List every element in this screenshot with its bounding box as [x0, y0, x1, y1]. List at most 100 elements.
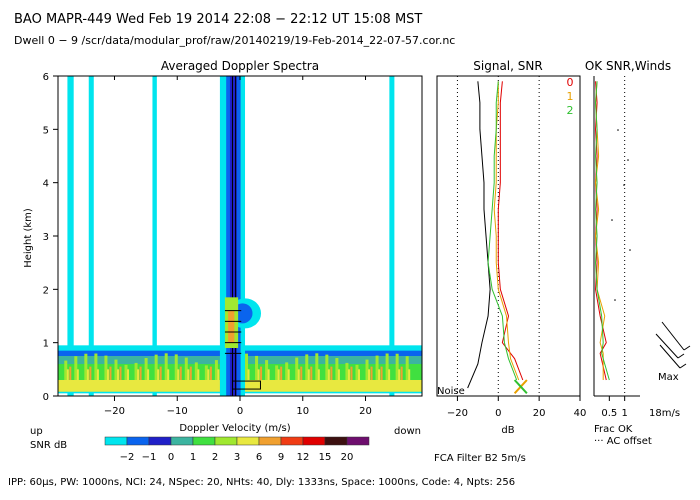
band-blob	[325, 354, 329, 386]
signal-xtick-label: −20	[447, 408, 468, 419]
fca-label: FCA Filter B2 5m/s	[434, 453, 526, 464]
spectra-ytick-label: 5	[43, 125, 49, 136]
band-blob	[184, 357, 188, 386]
wind-dot	[623, 184, 625, 186]
legend-tick-label: 1	[190, 452, 196, 463]
band-blob	[315, 353, 319, 386]
legend-swatch	[324, 436, 348, 446]
wind-dot	[627, 159, 629, 161]
band-blob-yellow	[267, 369, 270, 386]
spectra-xtick-label: 10	[296, 406, 309, 417]
wind-barb-flag	[677, 353, 685, 359]
band-blob-yellow	[378, 369, 381, 386]
band-blob-yellow	[167, 369, 170, 386]
band-blob	[94, 353, 98, 386]
wind-dot	[617, 129, 619, 131]
moment-box	[231, 380, 261, 390]
signal-series-line	[467, 81, 491, 389]
band-blob-yellow	[106, 369, 109, 386]
legend-tick-label: 6	[256, 452, 262, 463]
band-blob	[64, 360, 68, 386]
wind-xtick-label: 0.5	[601, 408, 617, 419]
wind-barb	[659, 344, 681, 369]
band-blob-orange	[330, 366, 333, 383]
band-blob	[295, 357, 299, 386]
band-blob	[214, 360, 218, 386]
band-blob-yellow	[217, 369, 220, 386]
spectra-ytick-label: 0	[43, 392, 49, 403]
band-blob	[204, 365, 208, 386]
band-blob	[194, 362, 198, 386]
band-blob-orange	[310, 366, 313, 383]
band-blob	[255, 355, 259, 386]
band-blob	[144, 358, 148, 386]
header: BAO MAPR-449 Wed Feb 19 2014 22:08 − 22:…	[14, 12, 455, 47]
bulge-core-orange	[228, 310, 235, 343]
band-blob-yellow	[327, 369, 330, 386]
spectra-ytick-label: 6	[43, 72, 49, 83]
band-blob	[74, 356, 78, 386]
spectra-xlabel: Doppler Velocity (m/s)	[179, 423, 290, 434]
signal-xtick-label: 40	[574, 408, 587, 419]
band-blob-yellow	[408, 369, 411, 386]
signal-x-marker	[513, 379, 528, 395]
band-blob-yellow	[357, 369, 360, 386]
wind-legend-label: 2	[567, 104, 574, 117]
legend-tick-label: 2	[212, 452, 218, 463]
spectra-ylabel: Height (km)	[23, 208, 34, 268]
band-blob	[385, 353, 389, 386]
band-blob-orange	[109, 366, 112, 383]
max-label: Max	[658, 372, 679, 383]
band-blob-yellow	[137, 369, 140, 386]
band-blob-yellow	[147, 369, 150, 386]
band-blob-yellow	[398, 369, 401, 386]
spectra-ytick-label: 1	[43, 339, 49, 350]
legend-swatch	[192, 436, 216, 446]
band-blob-yellow	[116, 369, 119, 386]
band-blob-yellow	[257, 369, 260, 386]
signal-xtick-label: 20	[533, 408, 546, 419]
band-blob-yellow	[177, 369, 180, 386]
band-blob	[305, 354, 309, 386]
band-blob	[365, 359, 369, 386]
spectra-ytick-label: 4	[43, 179, 49, 190]
legend-tick-label: 12	[297, 452, 310, 463]
band-blob-yellow	[307, 369, 310, 386]
spectra-xtick-label: 20	[359, 406, 372, 417]
band-blob	[245, 353, 249, 386]
snr-db-label: SNR dB	[30, 440, 67, 451]
band-blob	[124, 364, 128, 386]
signal-title: Signal, SNR	[473, 59, 542, 73]
cyan-stripe	[67, 76, 74, 396]
wind-barb-flag	[679, 363, 687, 369]
band-blob-yellow	[388, 369, 391, 386]
band-blob-orange	[209, 366, 212, 383]
band-blob-yellow	[317, 369, 320, 386]
legend-swatch	[280, 436, 304, 446]
band-blob-orange	[300, 366, 303, 383]
band-blob-yellow	[207, 369, 210, 386]
band-blob	[375, 355, 379, 386]
wind-dot	[629, 249, 631, 251]
legend-swatches: −2 −1 0 1 2 3 6 9 12 15 20	[104, 436, 370, 463]
wind-title: OK SNR,Winds	[585, 59, 671, 73]
band-blob-yellow	[337, 369, 340, 386]
signal-xlabel: dB	[501, 425, 514, 436]
band-blob-orange	[179, 366, 182, 383]
spectra-xtick-label: 0	[237, 406, 243, 417]
band-blob	[345, 362, 349, 386]
band-blob-orange	[260, 366, 263, 383]
band-blob-yellow	[76, 369, 79, 386]
band-blob	[335, 358, 339, 386]
band-blob-orange	[280, 366, 283, 383]
band-blob	[265, 360, 269, 386]
wind-barb	[661, 321, 685, 351]
band-blob-yellow	[96, 369, 99, 386]
band-blob-orange	[350, 366, 353, 383]
legend-tick-label: 9	[278, 452, 284, 463]
spectra-title: Averaged Doppler Spectra	[161, 59, 319, 73]
ac-offset-label: ··· AC offset	[594, 436, 652, 447]
legend-swatch	[170, 436, 194, 446]
spectra-ytick-label: 2	[43, 285, 49, 296]
